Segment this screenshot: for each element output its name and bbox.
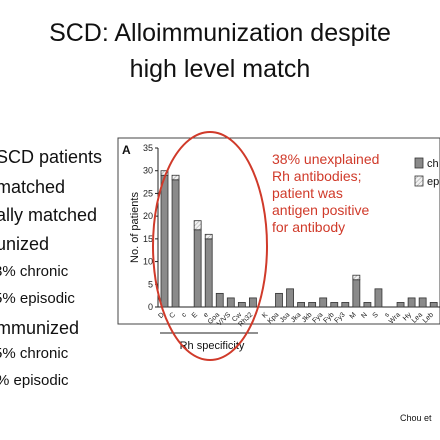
- x-tick-label: c: [181, 311, 189, 319]
- bar-chronic: [286, 288, 294, 308]
- y-tick-label: 35: [143, 143, 153, 153]
- chart-annotation: 38% unexplained Rh antibodies; patient w…: [272, 151, 422, 236]
- x-tick-label: V/VS: [216, 311, 232, 327]
- bar-chronic: [319, 297, 328, 308]
- bullet-item: 3% chronic: [0, 263, 69, 280]
- bar-episodic: [193, 220, 202, 231]
- legend-swatch-chronic: [414, 157, 424, 169]
- y-tick-label: 10: [143, 257, 153, 267]
- y-tick-label: 15: [143, 234, 153, 244]
- bar-episodic: [204, 233, 213, 240]
- bar-chronic: [396, 302, 405, 308]
- bar-chronic: [374, 288, 383, 308]
- x-tick-label: S: [372, 311, 380, 319]
- bar-chronic: [160, 174, 169, 308]
- bar-chronic: [297, 302, 306, 308]
- bullet-item: 5% chronic: [0, 345, 69, 362]
- bar-chronic: [308, 302, 317, 308]
- bar-chronic: [418, 297, 427, 308]
- citation-credit: Chou et: [400, 413, 432, 423]
- bar-chronic: [248, 297, 257, 308]
- x-tick-label: Jka: [290, 311, 303, 324]
- annotation-line: for antibody: [272, 219, 346, 235]
- legend-label-episodic: ep: [427, 176, 439, 188]
- bar-chronic: [429, 302, 438, 308]
- x-tick-label: Lea: [411, 311, 424, 324]
- x-axis-label: Rh specificity: [180, 340, 245, 352]
- x-tick-label: Jsa: [279, 311, 292, 324]
- bullet-item: matched: [0, 177, 66, 197]
- bar-chronic: [237, 302, 246, 308]
- y-tick-label: 20: [143, 211, 153, 221]
- slide-title-line-2: high level match: [129, 55, 311, 83]
- y-axis-label: No. of patients: [129, 192, 141, 263]
- bar-chronic: [171, 179, 180, 308]
- legend-swatch-episodic: [414, 175, 424, 187]
- bullet-item: SCD patients: [0, 147, 103, 167]
- bar-episodic: [352, 274, 361, 281]
- bar-chronic: [226, 297, 235, 308]
- bullet-item: mmunized: [0, 318, 80, 338]
- panel-label: A: [122, 143, 131, 157]
- x-tick-label: Wra: [388, 311, 402, 325]
- x-tick-label: Fy3: [334, 311, 347, 324]
- x-tick-label: C: [168, 311, 177, 320]
- bar-chronic: [407, 297, 416, 308]
- annotation-line: patient was: [272, 185, 343, 201]
- y-tick-label: 0: [148, 302, 153, 312]
- x-tick-label: D: [157, 311, 166, 320]
- x-tick-label: e: [202, 311, 210, 319]
- x-tick-label: N: [360, 311, 369, 320]
- bar-chronic: [330, 302, 339, 308]
- x-tick-label: K: [261, 311, 269, 319]
- bullet-item: unized: [0, 234, 50, 254]
- x-tick-label: Leb: [422, 311, 435, 324]
- x-tick-label: E: [191, 311, 199, 319]
- x-tick-label: Fyb: [322, 311, 335, 324]
- x-tick-label: s: [383, 311, 391, 319]
- bar-chronic: [275, 292, 283, 308]
- annotation-line: antigen positive: [272, 202, 370, 218]
- bar-episodic: [171, 174, 180, 181]
- x-tick-label: Fya: [311, 311, 324, 324]
- highlight-ellipse: [152, 131, 268, 361]
- annotation-line: Rh antibodies;: [272, 168, 362, 184]
- bullet-item: ally matched: [0, 205, 98, 225]
- bar-chronic: [215, 292, 224, 308]
- bar-chronic: [352, 279, 361, 308]
- slide-title-line-1: SCD: Alloimmunization despite: [49, 19, 391, 47]
- bar-chronic: [363, 302, 372, 308]
- x-tick-label: Hy: [402, 311, 413, 322]
- y-tick-label: 25: [143, 188, 153, 198]
- bar-chronic: [193, 229, 202, 308]
- bullet-list: SCD patients matched ally matched unized 3%…: [0, 0, 120, 440]
- y-tick-label: 30: [143, 166, 153, 176]
- bar-chronic: [341, 302, 350, 308]
- legend-label-chronic: ch: [427, 158, 439, 170]
- y-tick-label: 5: [148, 279, 153, 289]
- bar-chronic: [204, 238, 213, 308]
- x-tick-label: Jkb: [301, 311, 314, 324]
- bullet-item: % episodic: [0, 372, 69, 389]
- bullet-item: 5% episodic: [0, 290, 75, 307]
- figure-frame: [117, 137, 440, 325]
- annotation-line: 38% unexplained: [272, 151, 380, 167]
- x-tick-label: M: [349, 311, 358, 320]
